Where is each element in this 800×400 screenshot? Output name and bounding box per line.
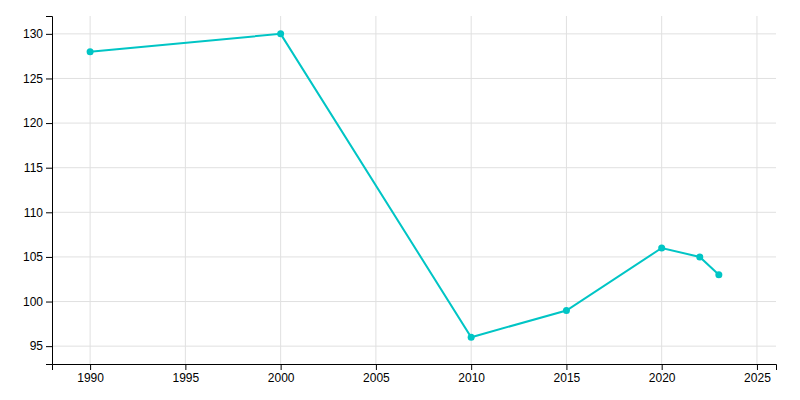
y-tick: 95: [30, 339, 52, 353]
grid: [52, 16, 776, 364]
y-tick: 120: [23, 116, 52, 130]
x-axis: 1990 1995 2000 2005 2010 2015 2020 2025: [53, 364, 777, 385]
x-tick-label: 2000: [268, 371, 295, 385]
y-tick-label: 130: [23, 27, 43, 41]
grid-line-x: [756, 16, 757, 364]
x-tick: 2025: [744, 364, 771, 385]
grid-line-y: [52, 123, 776, 124]
x-tick-label: 2010: [458, 371, 485, 385]
y-tick-label: 105: [23, 250, 43, 264]
x-tick-label: 1990: [77, 371, 104, 385]
x-tick-mark: [662, 364, 663, 370]
x-tick: 2000: [268, 364, 295, 385]
grid-line-y: [52, 346, 776, 347]
x-tick: 2005: [363, 364, 390, 385]
x-tick-mark: [566, 364, 567, 370]
grid-line-x: [185, 16, 186, 364]
y-tick: 100: [23, 295, 52, 309]
y-tick-label: 125: [23, 72, 43, 86]
marker: [277, 30, 284, 37]
y-tick: 125: [23, 72, 52, 86]
marker: [563, 307, 570, 314]
x-tick-mark: [376, 364, 377, 370]
grid-line-y: [52, 33, 776, 34]
y-tick-mark: [46, 212, 52, 213]
marks: [87, 30, 723, 340]
y-tick-mark: [46, 168, 52, 169]
grid-line-x: [280, 16, 281, 364]
y-tick: 130: [23, 27, 52, 41]
x-tick-label: 2020: [649, 371, 676, 385]
chart: 1990 1995 2000 2005 2010 2015 2020 2025 95 100 105…: [0, 0, 800, 400]
y-tick-mark: [46, 346, 52, 347]
y-tick-mark: [46, 34, 52, 35]
x-axis-line: [53, 365, 777, 371]
y-tick: 105: [23, 250, 52, 264]
marker: [468, 334, 475, 341]
y-tick-mark: [46, 123, 52, 124]
plot: 1990 1995 2000 2005 2010 2015 2020 2025 95 100 105…: [23, 16, 777, 385]
x-tick: 2020: [649, 364, 676, 385]
grid-line-y: [52, 212, 776, 213]
x-tick-mark: [757, 364, 758, 370]
grid-line-x: [375, 16, 376, 364]
x-tick: 2015: [554, 364, 581, 385]
y-tick-label: 120: [23, 116, 43, 130]
grid-line-x: [661, 16, 662, 364]
x-tick-mark: [281, 364, 282, 370]
y-axis: 95 100 105 110 115 120 125 130: [23, 17, 53, 365]
y-tick-mark: [46, 302, 52, 303]
marker: [696, 253, 703, 260]
y-axis-line: [46, 17, 53, 365]
line: [90, 34, 719, 337]
y-tick-mark: [46, 78, 52, 79]
x-tick: 2010: [458, 364, 485, 385]
y-tick: 115: [24, 161, 52, 175]
x-tick-mark: [471, 364, 472, 370]
x-tick-mark: [185, 364, 186, 370]
y-tick-label: 110: [24, 206, 43, 220]
marker: [715, 271, 722, 278]
x-tick-mark: [90, 364, 91, 370]
y-tick: 110: [24, 206, 52, 220]
x-tick-label: 2025: [744, 371, 771, 385]
y-tick-label: 115: [24, 161, 43, 175]
marker: [87, 48, 94, 55]
marker: [658, 245, 665, 252]
x-tick-label: 2015: [554, 371, 581, 385]
grid-line-y: [52, 167, 776, 168]
grid-line-x: [471, 16, 472, 364]
grid-line-x: [90, 16, 91, 364]
y-tick-label: 100: [23, 295, 43, 309]
y-tick-label: 95: [30, 339, 44, 353]
grid-line-y: [52, 301, 776, 302]
x-tick: 1990: [77, 364, 104, 385]
x-tick-label: 1995: [173, 371, 200, 385]
x-tick: 1995: [173, 364, 200, 385]
x-tick-label: 2005: [363, 371, 390, 385]
grid-line-y: [52, 256, 776, 257]
y-tick-mark: [46, 257, 52, 258]
grid-line-y: [52, 78, 776, 79]
